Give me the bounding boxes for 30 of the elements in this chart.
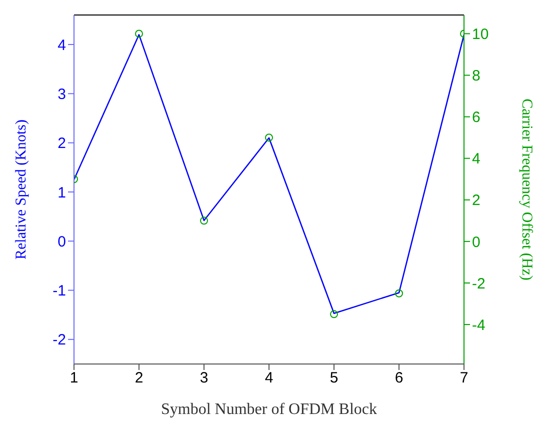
y2-tick-label: 10	[472, 26, 489, 44]
y-tick-label: 3	[58, 86, 66, 103]
y-tick-label: 0	[58, 233, 66, 250]
y2-tick-label: 2	[472, 192, 480, 210]
point	[265, 134, 273, 142]
y2-tick-label: 4	[472, 150, 480, 168]
y-tick-label: -2	[52, 332, 66, 349]
x-tick-label: 3	[200, 370, 208, 387]
y-tick-label: -1	[52, 282, 66, 300]
x-tick-label: 1	[70, 370, 78, 387]
y2-tick-label: 0	[472, 234, 480, 251]
y2-tick-label: 6	[472, 109, 480, 126]
y2-tick-label: -4	[472, 316, 486, 334]
y-axis-title: Relative Speed (Knots)	[13, 120, 30, 260]
x-tick-label: 6	[394, 370, 404, 387]
y2-tick-label: -2	[472, 275, 486, 292]
x-tick-label: 2	[134, 370, 144, 387]
y-tick-label: 4	[58, 36, 66, 54]
y-tick-label: 2	[58, 135, 66, 152]
y-tick-label: 1	[58, 184, 66, 202]
point	[200, 216, 208, 225]
point	[135, 30, 143, 38]
point	[330, 310, 338, 318]
y2-axis-title: Carrier Frequency Offset (Hz)	[518, 98, 535, 280]
x-tick-label: 5	[330, 370, 338, 387]
point	[395, 289, 403, 298]
y2-tick-label: 8	[472, 68, 480, 85]
x-tick-label: 7	[460, 370, 468, 387]
x-tick-label: 4	[264, 370, 274, 387]
x-axis-title: Symbol Number of OFDM Block	[161, 401, 377, 418]
